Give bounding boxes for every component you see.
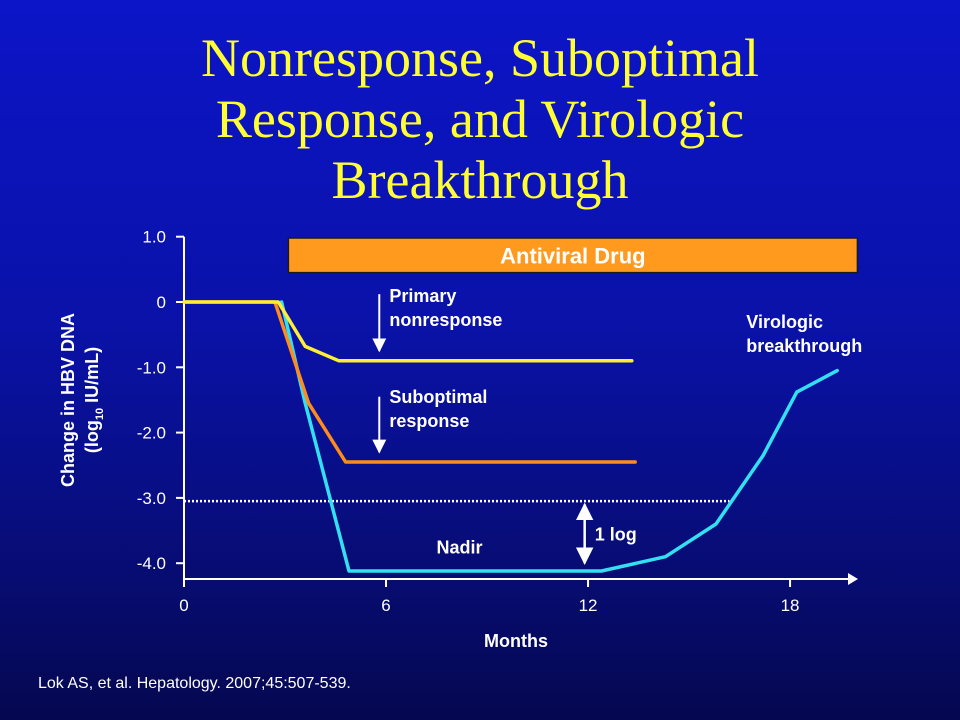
y-axis-title-units: (log10 IU/mL) xyxy=(82,347,106,453)
antiviral-drug-bar xyxy=(287,237,859,274)
y-axis-units-subscript: 10 xyxy=(94,408,106,420)
annotation-text: 1 log xyxy=(595,524,637,544)
primary-nonresponse-line xyxy=(182,300,634,363)
y-tick-label: -3.0 xyxy=(137,489,166,508)
y-tick-label: -1.0 xyxy=(137,358,166,377)
y-tick-label: -4.0 xyxy=(137,554,166,573)
x-axis-title: Months xyxy=(484,631,548,651)
annotation-text: Primary xyxy=(389,286,456,306)
virologic-breakthrough-line xyxy=(279,300,839,573)
annotation-text: Nadir xyxy=(437,537,483,557)
annotation-text: Virologic xyxy=(746,312,823,332)
x-tick-label: 18 xyxy=(781,596,800,615)
y-tick-label: -2.0 xyxy=(137,424,166,443)
y-axis-title: Change in HBV DNA (log10 IU/mL) xyxy=(58,313,106,487)
one-log-annotation: 1 log xyxy=(575,502,637,565)
x-tick-label: 0 xyxy=(179,596,188,615)
antiviral-drug-label: Antiviral Drug xyxy=(500,243,645,268)
slide-title-line-1: Nonresponse, Suboptimal xyxy=(201,28,759,88)
citation: Lok AS, et al. Hepatology. 2007;45:507-5… xyxy=(38,675,351,692)
y-tick-label: 0 xyxy=(157,293,166,312)
annotation-text: Suboptimal xyxy=(389,387,487,407)
y-axis-units-prefix: (log xyxy=(82,420,102,453)
annotation-text: breakthrough xyxy=(746,336,862,356)
x-tick-label: 12 xyxy=(579,596,598,615)
x-axis-arrowhead xyxy=(848,573,858,585)
annotation-text: nonresponse xyxy=(389,310,502,330)
x-tick-label: 6 xyxy=(381,596,390,615)
y-axis-title-main: Change in HBV DNA xyxy=(58,313,78,487)
slide-title-line-3: Breakthrough xyxy=(331,150,629,210)
suboptimal-response-annotation: Suboptimal response xyxy=(372,387,487,454)
slide-title-line-2: Response, and Virologic xyxy=(215,89,745,149)
annotation-text: response xyxy=(389,411,469,431)
y-axis-units-suffix: IU/mL) xyxy=(82,347,102,408)
y-tick-label: 1.0 xyxy=(142,228,166,247)
nadir-annotation: Nadir xyxy=(437,537,483,557)
slide-title: Nonresponse, Suboptimal Response, and Vi… xyxy=(120,28,840,211)
virologic-breakthrough-annotation: Virologic breakthrough xyxy=(746,312,862,356)
primary-nonresponse-annotation: Primary nonresponse xyxy=(372,286,502,353)
